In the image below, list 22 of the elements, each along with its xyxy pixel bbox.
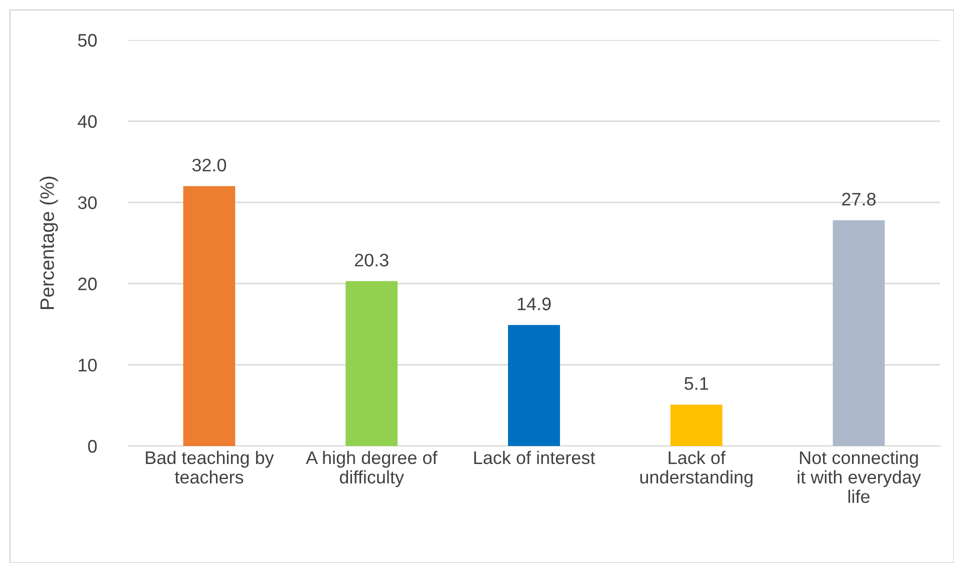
x-tick-label: A high degree of difficulty xyxy=(306,450,438,488)
x-tick-label: Not connecting it with everyday life xyxy=(798,450,921,504)
data-label: 20.3 xyxy=(354,254,388,266)
data-label: 14.9 xyxy=(518,298,551,310)
bar xyxy=(832,220,885,446)
x-tick-label: Lack of interest xyxy=(474,450,596,464)
data-label: 5.1 xyxy=(684,377,708,390)
y-tick-label: 20 xyxy=(78,278,97,290)
data-label: 32.0 xyxy=(192,158,226,172)
bar xyxy=(670,404,722,446)
y-axis-title: Percentage (%) xyxy=(40,176,58,309)
y-tick-label: 10 xyxy=(78,358,97,372)
y-tick-label: 40 xyxy=(78,115,97,128)
y-tick-label: 30 xyxy=(78,196,97,210)
y-tick-label: 0 xyxy=(88,440,97,453)
bar xyxy=(183,186,236,446)
x-tick-label: Bad teaching by teachers xyxy=(146,450,274,484)
bar xyxy=(346,281,398,446)
x-tick-label: Lack of understanding xyxy=(640,450,752,488)
bar xyxy=(508,325,560,446)
y-tick-label: 50 xyxy=(78,34,97,47)
data-label: 27.8 xyxy=(842,192,876,206)
